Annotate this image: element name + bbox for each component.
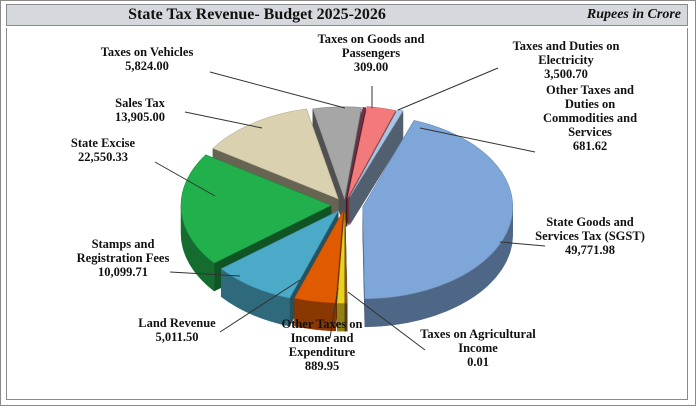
slice-label-2-line-2: Expenditure — [289, 345, 356, 359]
pie-slice-3 — [294, 210, 344, 332]
slice-label-8-line-1: Passengers — [342, 46, 400, 60]
slice-value-3: 5,011.50 — [155, 330, 198, 344]
slice-label-10-line-1: Duties on — [565, 97, 615, 111]
slice-label-4-line-0: Stamps and — [92, 237, 155, 251]
leader-line-10 — [419, 127, 536, 153]
leader-line-6 — [184, 111, 263, 129]
leader-line-7 — [209, 71, 346, 109]
leader-line-1 — [347, 291, 426, 351]
chart-units: Rupees in Crore — [586, 7, 681, 22]
slice-value-10: 681.62 — [573, 139, 607, 153]
leader-line-4 — [169, 271, 241, 277]
slice-value-0: 49,771.98 — [565, 243, 615, 257]
slice-label-10-line-0: Other Taxes and — [546, 83, 634, 97]
slice-value-1: 0.01 — [467, 355, 489, 369]
slice-label-6-line-0: Sales Tax — [115, 96, 165, 110]
slice-label-9-line-1: Electricity — [538, 53, 594, 67]
slice-value-8: 309.00 — [354, 60, 388, 74]
slice-label-1-line-0: Taxes on Agricultural — [420, 327, 536, 341]
slice-value-9: 3,500.70 — [544, 67, 588, 81]
pie-slice-2 — [336, 211, 346, 332]
leader-line-3 — [219, 279, 301, 333]
slice-label-9-line-0: Taxes and Duties on — [513, 39, 620, 53]
slice-value-6: 13,905.00 — [115, 110, 165, 124]
slice-value-7: 5,824.00 — [125, 59, 169, 73]
slice-label-10-line-3: Services — [568, 125, 612, 139]
chart-header: State Tax Revenue- Budget 2025-2026 Rupe… — [6, 4, 688, 26]
pie-slice-1 — [344, 211, 348, 332]
slice-label-5-line-0: State Excise — [71, 136, 136, 150]
plot-area — [6, 28, 688, 400]
slice-label-2-line-1: Income and — [291, 331, 354, 345]
pie-slice-10 — [349, 109, 404, 226]
pie-slice-0 — [362, 119, 514, 328]
leader-line-5 — [154, 161, 216, 197]
chart-title: State Tax Revenue- Budget 2025-2026 — [128, 6, 386, 23]
slice-label-10-line-2: Commodities and — [543, 111, 637, 125]
slice-label-4-line-1: Registration Fees — [77, 251, 170, 265]
slice-label-2-line-0: Other Taxes on — [281, 317, 362, 331]
leader-line-2 — [329, 287, 339, 339]
leader-line-9 — [397, 67, 499, 111]
slice-label-0-line-0: State Goods and — [546, 215, 634, 229]
slice-label-3-line-0: Land Revenue — [138, 316, 216, 330]
slice-value-5: 22,550.33 — [78, 150, 128, 164]
slice-label-1-line-1: Income — [458, 341, 498, 355]
slice-label-7-line-0: Taxes on Vehicles — [101, 45, 194, 59]
slice-value-4: 10,099.71 — [98, 265, 148, 279]
slice-label-0-line-1: Services Tax (SGST) — [535, 229, 645, 243]
slice-value-2: 889.95 — [305, 359, 339, 373]
leader-line-0 — [499, 241, 546, 247]
slice-label-8-line-0: Taxes on Goods and — [318, 32, 425, 46]
